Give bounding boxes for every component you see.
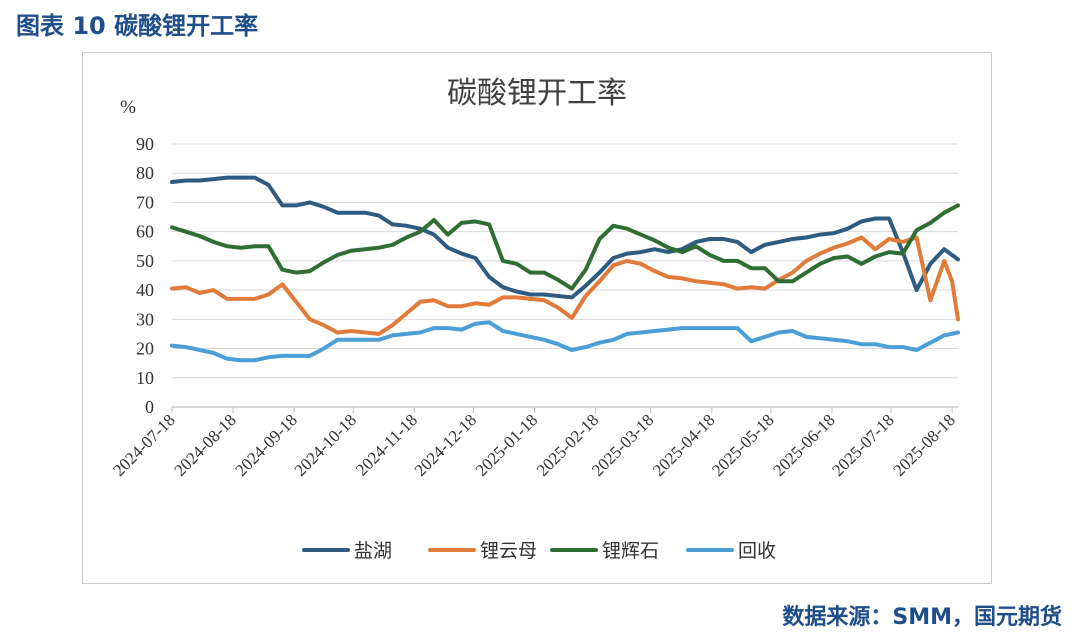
x-tick-label: 2024-08-18 xyxy=(170,410,240,480)
y-tick-label: 70 xyxy=(136,192,154,212)
legend-label: 锂云母 xyxy=(480,540,537,562)
y-tick-label: 90 xyxy=(136,134,154,154)
series-line-1 xyxy=(170,175,960,300)
x-tick-label: 2025-04-18 xyxy=(649,410,719,480)
legend-label: 回收 xyxy=(738,540,776,562)
axes: 01020304050607080902024-07-182024-08-182… xyxy=(109,134,959,480)
legend: 盐湖 锂云母 锂辉石 回收 xyxy=(302,540,776,562)
y-tick-label: 40 xyxy=(136,280,154,300)
legend-label: 盐湖 xyxy=(354,540,392,562)
figure-title: 图表 10 碳酸锂开工率 xyxy=(16,12,259,40)
y-tick-label: 30 xyxy=(136,309,154,329)
series-lines xyxy=(170,175,960,363)
x-tick-label: 2025-08-18 xyxy=(889,410,959,480)
x-tick-label: 2024-10-18 xyxy=(291,410,361,480)
series-line-4 xyxy=(170,320,960,363)
x-tick-label: 2025-06-18 xyxy=(769,410,839,480)
y-axis-unit-label: % xyxy=(120,97,136,118)
x-tick-label: 2024-09-18 xyxy=(231,410,301,480)
y-tick-label: 10 xyxy=(136,368,154,388)
x-tick-label: 2024-12-18 xyxy=(411,410,481,480)
series-line-3 xyxy=(170,203,960,291)
y-tick-label: 0 xyxy=(145,397,154,417)
x-tick-label: 2025-07-18 xyxy=(828,410,898,480)
source-note: 数据来源：SMM，国元期货 xyxy=(782,605,1062,630)
y-tick-label: 60 xyxy=(136,222,154,242)
series-line-2 xyxy=(170,235,960,336)
x-tick-label: 2024-11-18 xyxy=(352,410,421,479)
chart-frame xyxy=(82,52,992,584)
y-tick-label: 80 xyxy=(136,163,154,183)
x-tick-label: 2024-07-18 xyxy=(109,410,179,480)
gridlines xyxy=(172,143,958,379)
legend-label: 锂辉石 xyxy=(602,540,659,562)
chart-title: 碳酸锂开工率 xyxy=(447,76,627,111)
x-tick-label: 2025-01-18 xyxy=(472,410,542,480)
y-tick-label: 50 xyxy=(136,251,154,271)
y-tick-label: 20 xyxy=(136,339,154,359)
x-tick-label: 2025-05-18 xyxy=(708,410,778,480)
